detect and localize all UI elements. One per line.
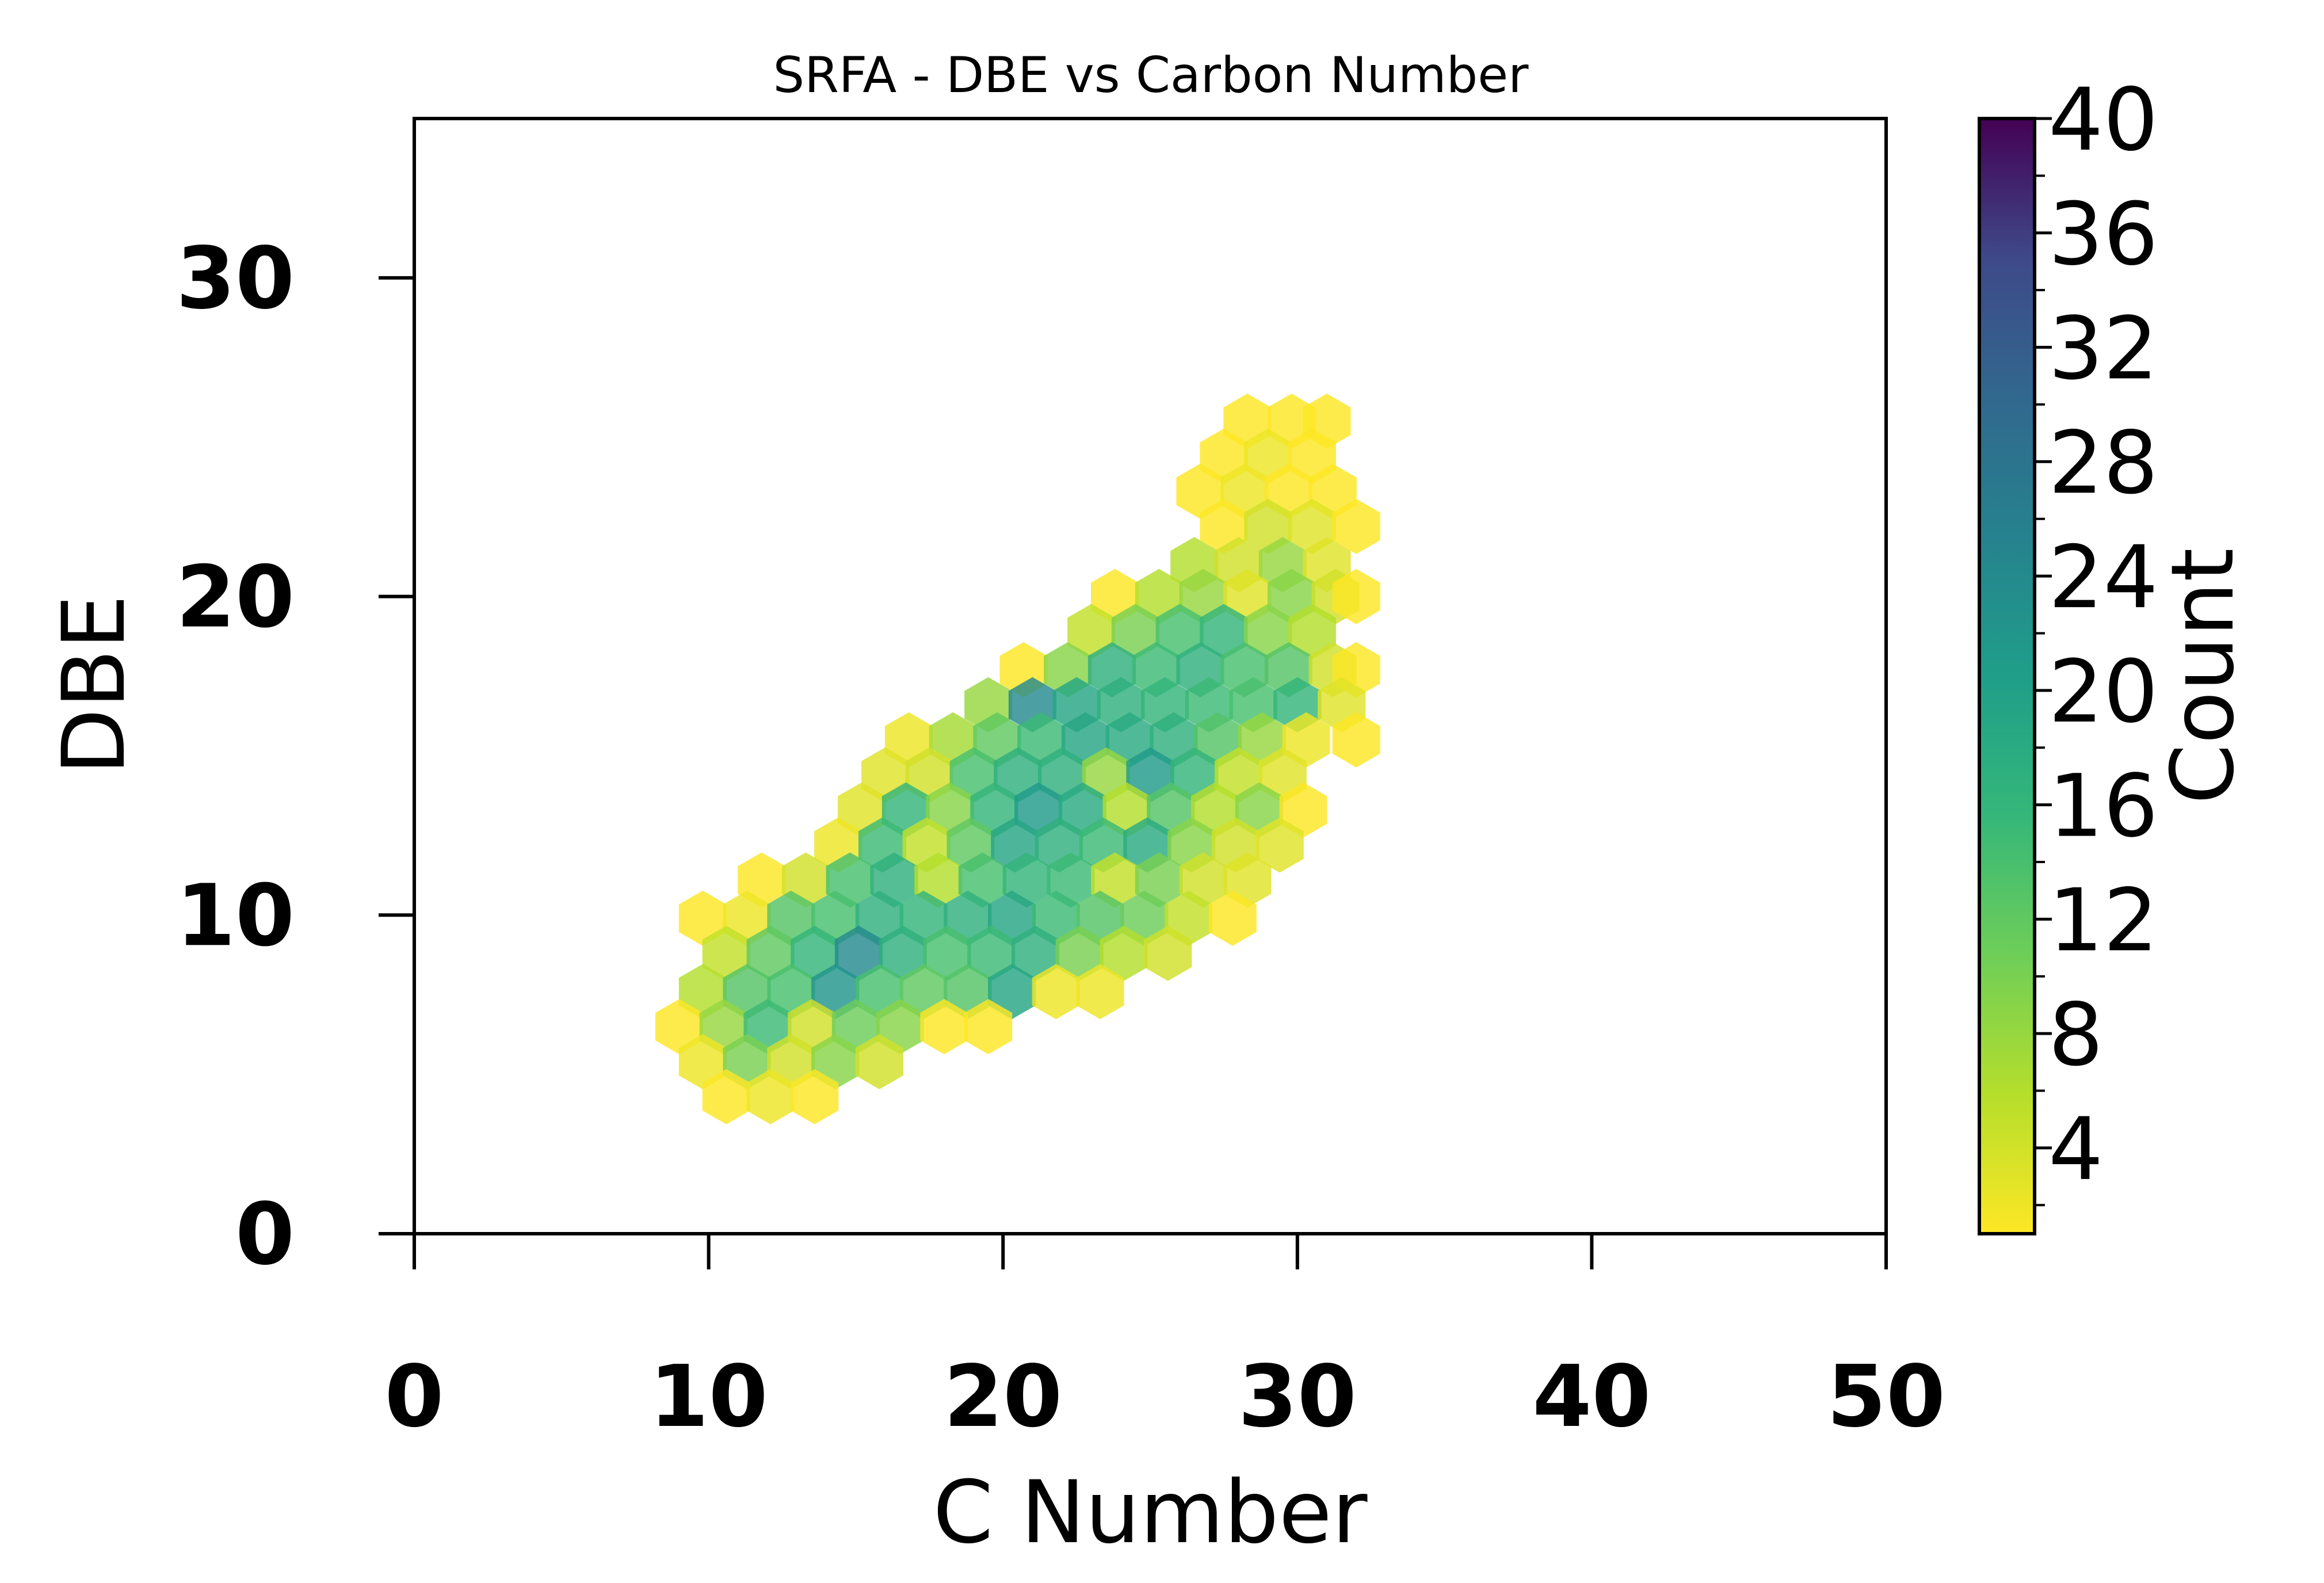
hexbin-cell [1055,925,1104,981]
y-tick-label: 0 [235,1185,295,1284]
colorbar-tick-label: 32 [2048,299,2158,399]
colorbar-tick-label: 8 [2048,985,2103,1085]
hexbin-cell [988,964,1036,1020]
plot-frame [413,117,1888,1235]
colorbar-tick-label: 16 [2048,757,2158,857]
hexbin-cell [746,1069,795,1124]
colorbar-label: Count [2153,548,2253,804]
hexbin-cell [920,999,968,1055]
hexbin-cell [1155,604,1204,659]
hexbin-cell [1067,604,1116,659]
hexbin-cell [655,999,703,1055]
y-axis: 0 10 20 30 [176,229,414,1284]
y-axis-label: DBE [44,594,144,775]
hexbin-cell [1011,925,1059,981]
x-tick-label: 0 [385,1347,444,1446]
hexbin-cell [1244,604,1292,659]
x-tick-label: 10 [650,1347,768,1446]
colorbar-ticks: 4 8 12 16 20 24 28 32 36 40 [2035,70,2158,1207]
hexbin-cell [791,1069,839,1124]
colorbar-tick-label: 40 [2048,70,2158,170]
colorbar-tick-label: 12 [2048,871,2158,971]
x-tick-label: 50 [1827,1347,1945,1446]
hexbin-cell [1144,925,1192,981]
hexbin-cell [1111,604,1159,659]
hexbin-cell [1176,463,1224,519]
y-tick-label: 10 [176,866,295,965]
hexbin-cell [1076,964,1124,1020]
x-axis-label: C Number [933,1463,1368,1563]
hexbin-cell [678,890,727,946]
hexbin-cell [834,925,883,981]
hexbin-cell [678,1034,727,1089]
x-tick-label: 40 [1532,1347,1651,1446]
y-tick-label: 20 [176,548,295,647]
hexbin-cell [702,1069,750,1124]
colorbar [1978,117,2036,1235]
hexbin-cell [855,1034,903,1089]
y-tick-label: 30 [176,229,295,328]
hexbin-cell [923,925,971,981]
hexbin-cell [1200,604,1248,659]
hexbin-cell [746,925,795,981]
x-tick-label: 20 [944,1347,1062,1446]
hexbin-cell [1288,604,1336,659]
hexbin-cell [967,925,1016,981]
colorbar-tick-label: 24 [2048,528,2158,628]
x-axis: 0 10 20 30 40 50 [385,1234,1945,1446]
hexbin-cell [1208,890,1257,946]
hexbin-cell [1332,498,1380,554]
x-tick-label: 30 [1238,1347,1357,1446]
colorbar-tick-label: 20 [2048,642,2158,742]
hexbin-cell [1332,569,1380,624]
hexbin-cell [1256,817,1304,873]
hexbin-cell [1282,712,1330,768]
hexbin-cell [1100,925,1148,981]
colorbar-tick-label: 36 [2048,185,2158,285]
hexbin-cell [964,999,1013,1055]
hexbin-cell [879,925,927,981]
hexbin-cell [1279,782,1327,838]
hexbin-cell [791,925,839,981]
chart-title: SRFA - DBE vs Carbon Number [773,47,1529,104]
hexbin-layer [655,394,1380,1124]
hexbin-cell [702,925,750,981]
colorbar-tick-label: 4 [2048,1100,2103,1200]
hexbin-cell [1032,964,1080,1020]
colorbar-tick-label: 28 [2048,413,2158,513]
hexbin-cell [1332,712,1380,768]
